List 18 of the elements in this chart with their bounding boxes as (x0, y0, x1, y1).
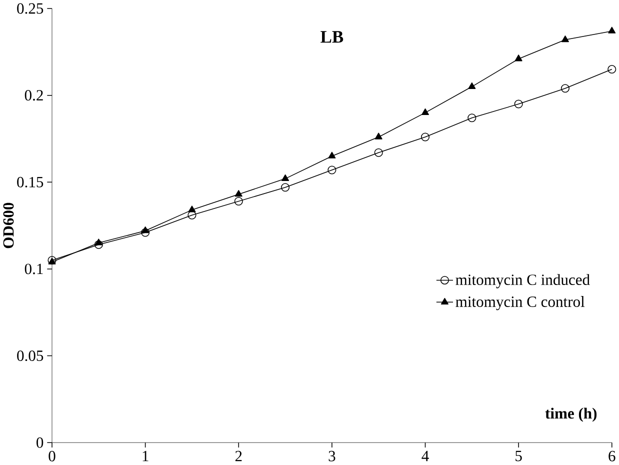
x-tick-label: 6 (608, 451, 616, 462)
x-tick-label: 3 (328, 451, 336, 462)
text: LB (320, 31, 344, 43)
y-tick-label: 0.15 (17, 177, 44, 188)
x-tick-label: 4 (422, 451, 429, 462)
legend-label: mitomycin C control (456, 296, 585, 310)
x-tick-label: 5 (516, 451, 522, 462)
y-axis-title: OD600 (3, 203, 14, 248)
x-tick-label: 2 (235, 451, 242, 462)
y-tick-label: 0 (36, 438, 44, 448)
legend-label: mitomycin C induced (456, 274, 590, 288)
x-axis-title: time (h) (545, 408, 597, 422)
x-tick-label: 0 (48, 451, 56, 462)
y-tick-label: 0.05 (17, 350, 44, 362)
y-tick-label: 0.2 (24, 90, 43, 101)
y-tick-label: 0.1 (24, 264, 43, 274)
y-tick-label: 0.25 (17, 3, 44, 14)
x-tick-label: 1 (142, 451, 148, 462)
